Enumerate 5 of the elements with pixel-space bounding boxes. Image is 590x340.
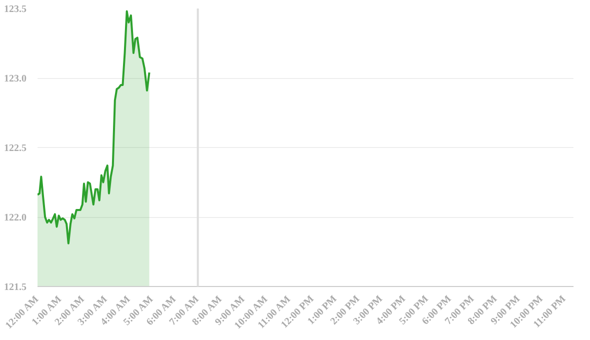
y-tick-label: 123.5 (4, 4, 26, 15)
y-tick-label: 122.5 (4, 143, 26, 154)
y-tick-label: 121.5 (4, 282, 26, 293)
y-tick-label: 123.0 (4, 74, 26, 84)
y-tick-label: 122.0 (4, 212, 26, 224)
